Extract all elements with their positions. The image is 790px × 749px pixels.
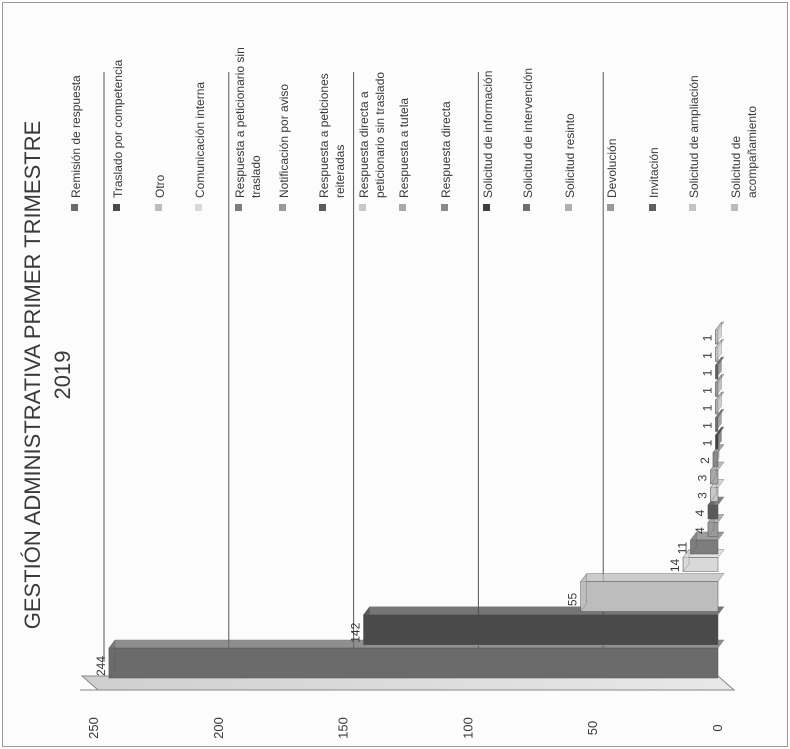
legend-swatch-7 bbox=[359, 204, 366, 211]
legend-swatch-8 bbox=[399, 204, 406, 211]
bar-10 bbox=[715, 426, 725, 450]
legend-swatch-0 bbox=[71, 204, 78, 211]
bar-14 bbox=[715, 356, 725, 380]
legend-swatch-2 bbox=[155, 204, 162, 211]
bar-2 bbox=[580, 572, 725, 613]
legend-label-4: Respuesta a peticionario sin bbox=[233, 47, 247, 198]
legend-label-16: Solicitud de bbox=[729, 136, 743, 198]
legend-label-8: Respuesta a tutela bbox=[397, 98, 411, 198]
legend-swatch-9 bbox=[441, 204, 448, 211]
data-label-13: 1 bbox=[701, 387, 715, 394]
y-tick-label: 50 bbox=[585, 721, 600, 735]
legend-swatch-15 bbox=[689, 204, 696, 211]
legend-label-14: Invitación bbox=[647, 147, 661, 198]
legend-label-16: acompañamiento bbox=[745, 106, 759, 198]
legend-swatch-3 bbox=[195, 204, 202, 211]
data-label-11: 1 bbox=[701, 422, 715, 429]
legend-label-2: Otro bbox=[153, 174, 167, 198]
data-label-7: 3 bbox=[696, 492, 710, 499]
data-label-14: 1 bbox=[701, 369, 715, 376]
chart-title-year: 2019 bbox=[50, 351, 75, 400]
legend-label-7: peticionario sin traslado bbox=[373, 72, 387, 198]
bar-13 bbox=[715, 373, 725, 398]
legend-swatch-10 bbox=[483, 204, 490, 211]
legend-label-10: Solicitud de información bbox=[481, 71, 495, 198]
legend-swatch-12 bbox=[565, 204, 572, 211]
data-label-2: 55 bbox=[566, 593, 580, 607]
legend-swatch-1 bbox=[113, 204, 120, 211]
legend-swatch-14 bbox=[649, 204, 656, 211]
chart-title: GESTIÓN ADMINISTRATIVA PRIMER TRIMESTRE bbox=[20, 121, 45, 630]
legend-swatch-16 bbox=[731, 204, 738, 211]
legend-label-15: Solicitud de ampliación bbox=[687, 75, 701, 198]
legend-label-0: Remisión de respuesta bbox=[69, 75, 83, 198]
data-label-8: 3 bbox=[696, 474, 710, 481]
data-label-15: 1 bbox=[701, 352, 715, 359]
data-label-9: 2 bbox=[698, 457, 712, 464]
legend-swatch-13 bbox=[607, 204, 614, 211]
bar-15 bbox=[715, 338, 725, 363]
legend-label-6: reiteradas bbox=[333, 145, 347, 198]
data-label-5: 4 bbox=[693, 527, 707, 534]
bar-12 bbox=[715, 391, 725, 415]
legend-swatch-4 bbox=[235, 204, 242, 211]
bar-16 bbox=[715, 321, 725, 345]
legend-swatch-6 bbox=[319, 204, 326, 211]
legend-label-12: Solicitud resinto bbox=[563, 113, 577, 198]
y-tick-label: 100 bbox=[460, 717, 475, 739]
data-label-3: 14 bbox=[668, 559, 682, 573]
legend-label-4: traslado bbox=[249, 155, 263, 198]
data-label-6: 4 bbox=[693, 509, 707, 516]
data-label-12: 1 bbox=[701, 404, 715, 411]
legend-label-3: Comunicación interna bbox=[193, 82, 207, 198]
bar-0 bbox=[108, 639, 725, 679]
legend-label-6: Respuesta a peticiones bbox=[317, 73, 331, 198]
data-label-1: 142 bbox=[349, 622, 363, 642]
legend-label-11: Solicitud de intervención bbox=[521, 68, 535, 198]
data-label-16: 1 bbox=[701, 334, 715, 341]
bar-1 bbox=[363, 606, 725, 646]
data-label-10: 1 bbox=[701, 439, 715, 446]
data-label-0: 244 bbox=[94, 656, 108, 676]
legend-label-7: Respuesta directa a bbox=[357, 91, 371, 198]
legend-label-1: Traslado por competencia bbox=[111, 59, 125, 198]
y-tick-label: 150 bbox=[336, 717, 351, 739]
legend-swatch-11 bbox=[523, 204, 530, 211]
y-tick-label: 0 bbox=[710, 724, 725, 731]
legend-label-13: Devolución bbox=[605, 139, 619, 198]
y-tick-label: 250 bbox=[86, 717, 101, 739]
legend-label-5: Notificación por aviso bbox=[277, 84, 291, 198]
legend-swatch-5 bbox=[279, 204, 286, 211]
legend-label-9: Respuesta directa bbox=[439, 101, 453, 198]
data-label-4: 11 bbox=[676, 541, 690, 554]
y-tick-label: 200 bbox=[211, 717, 226, 739]
bar-11 bbox=[715, 408, 725, 433]
